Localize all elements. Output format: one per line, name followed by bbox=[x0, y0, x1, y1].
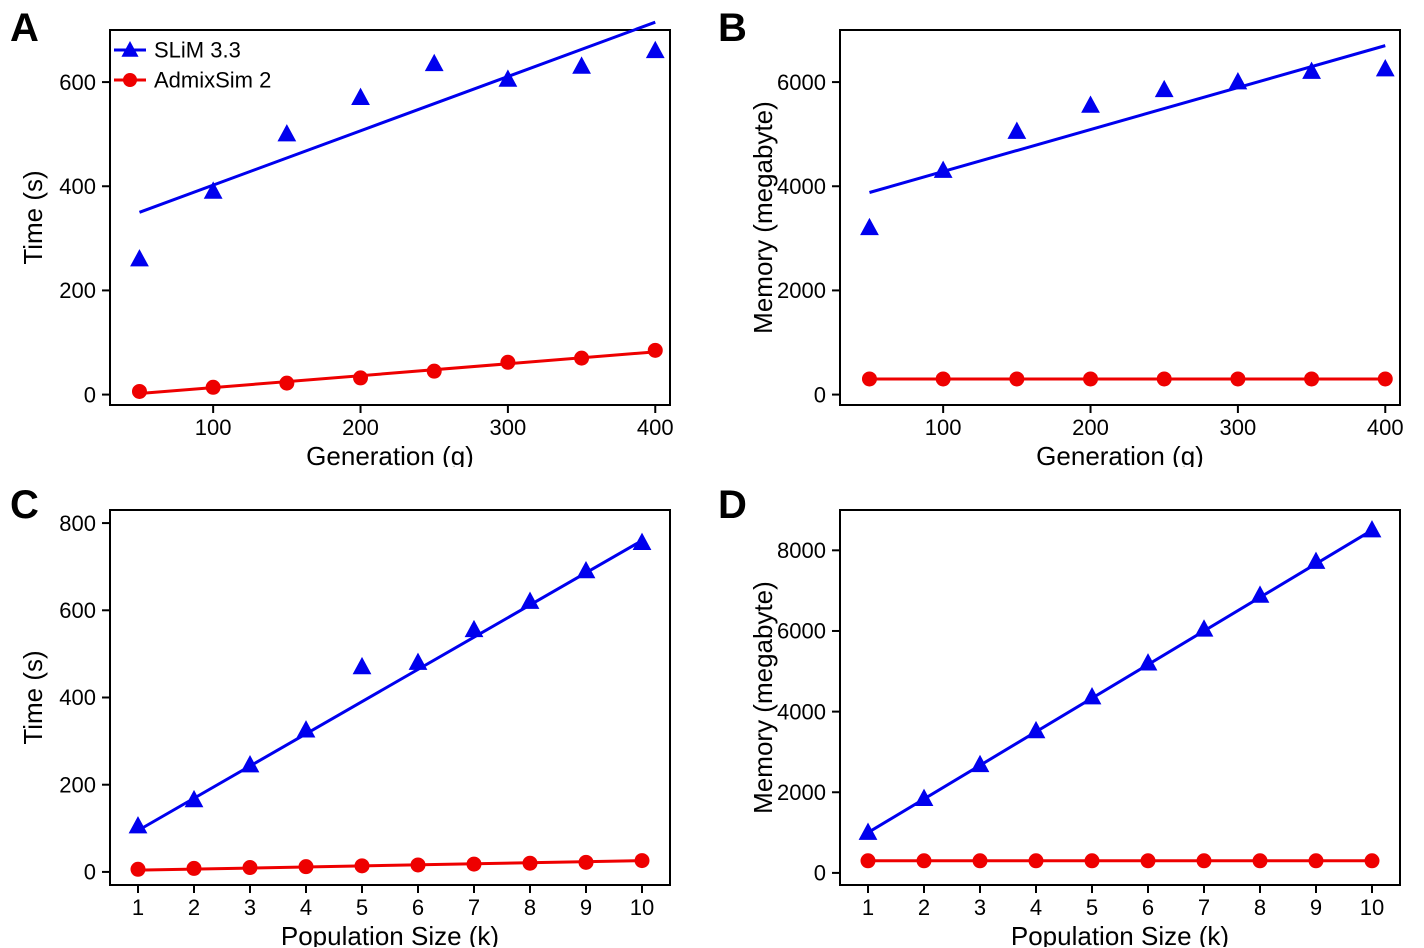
panel-label-b: B bbox=[718, 6, 747, 51]
svg-text:200: 200 bbox=[59, 772, 96, 797]
panel-label-d: D bbox=[718, 483, 747, 528]
svg-text:8000: 8000 bbox=[777, 538, 826, 563]
svg-text:300: 300 bbox=[1220, 415, 1257, 440]
svg-text:400: 400 bbox=[59, 685, 96, 710]
svg-text:Memory (megabyte): Memory (megabyte) bbox=[750, 101, 778, 334]
svg-text:Generation (g): Generation (g) bbox=[306, 441, 474, 467]
svg-text:4: 4 bbox=[300, 895, 312, 920]
svg-text:800: 800 bbox=[59, 511, 96, 536]
svg-text:6000: 6000 bbox=[777, 619, 826, 644]
panel-b-chart: 1002003004000200040006000Generation (g)M… bbox=[750, 20, 1420, 467]
svg-text:0: 0 bbox=[84, 382, 96, 407]
svg-text:7: 7 bbox=[468, 895, 480, 920]
svg-text:400: 400 bbox=[59, 174, 96, 199]
svg-text:AdmixSim 2: AdmixSim 2 bbox=[154, 68, 271, 93]
svg-text:600: 600 bbox=[59, 70, 96, 95]
svg-text:9: 9 bbox=[1310, 895, 1322, 920]
svg-text:Memory (megabyte): Memory (megabyte) bbox=[750, 581, 778, 814]
panel-c-chart: 1 2 3 4 5 6 7 8 9 10 0 200 400 600 800 Population Size … bbox=[20, 500, 690, 947]
svg-text:200: 200 bbox=[342, 415, 379, 440]
svg-text:3: 3 bbox=[244, 895, 256, 920]
svg-text:0: 0 bbox=[814, 382, 826, 407]
svg-text:Population Size (k): Population Size (k) bbox=[281, 921, 499, 947]
svg-text:1: 1 bbox=[862, 895, 874, 920]
svg-text:2000: 2000 bbox=[777, 780, 826, 805]
svg-text:2: 2 bbox=[188, 895, 200, 920]
panel-a-chart: 100 200 300 400 0 200 400 600 Generation (g) Time… bbox=[20, 20, 690, 467]
svg-text:Time (s): Time (s) bbox=[20, 650, 48, 744]
svg-text:2000: 2000 bbox=[777, 278, 826, 303]
svg-text:10: 10 bbox=[630, 895, 654, 920]
svg-text:6: 6 bbox=[1142, 895, 1154, 920]
svg-text:0: 0 bbox=[814, 861, 826, 886]
svg-text:10: 10 bbox=[1360, 895, 1384, 920]
svg-text:200: 200 bbox=[59, 278, 96, 303]
svg-text:8: 8 bbox=[1254, 895, 1266, 920]
svg-text:400: 400 bbox=[1367, 415, 1404, 440]
svg-text:100: 100 bbox=[195, 415, 232, 440]
svg-text:6: 6 bbox=[412, 895, 424, 920]
svg-text:600: 600 bbox=[59, 598, 96, 623]
svg-text:3: 3 bbox=[974, 895, 986, 920]
svg-text:300: 300 bbox=[490, 415, 527, 440]
svg-text:5: 5 bbox=[356, 895, 368, 920]
svg-text:100: 100 bbox=[925, 415, 962, 440]
panel-d-chart: 1 2 3 4 5 6 7 8 9 10 0 2000 4000 6000 8000 Population S… bbox=[750, 500, 1420, 947]
svg-text:200: 200 bbox=[1072, 415, 1109, 440]
svg-text:4000: 4000 bbox=[777, 699, 826, 724]
svg-text:4: 4 bbox=[1030, 895, 1042, 920]
svg-text:SLiM 3.3: SLiM 3.3 bbox=[154, 38, 241, 63]
svg-text:7: 7 bbox=[1198, 895, 1210, 920]
svg-text:Population Size (k): Population Size (k) bbox=[1011, 921, 1229, 947]
svg-text:6000: 6000 bbox=[777, 70, 826, 95]
svg-text:2: 2 bbox=[918, 895, 930, 920]
svg-text:Time (s): Time (s) bbox=[20, 170, 48, 264]
svg-text:9: 9 bbox=[580, 895, 592, 920]
svg-text:0: 0 bbox=[84, 860, 96, 885]
svg-text:4000: 4000 bbox=[777, 174, 826, 199]
figure-grid: A1002003004000200400600Generation (g)Tim… bbox=[0, 0, 1424, 948]
svg-text:Generation (g): Generation (g) bbox=[1036, 441, 1204, 467]
svg-text:8: 8 bbox=[524, 895, 536, 920]
svg-text:400: 400 bbox=[637, 415, 674, 440]
svg-text:1: 1 bbox=[132, 895, 144, 920]
svg-text:5: 5 bbox=[1086, 895, 1098, 920]
